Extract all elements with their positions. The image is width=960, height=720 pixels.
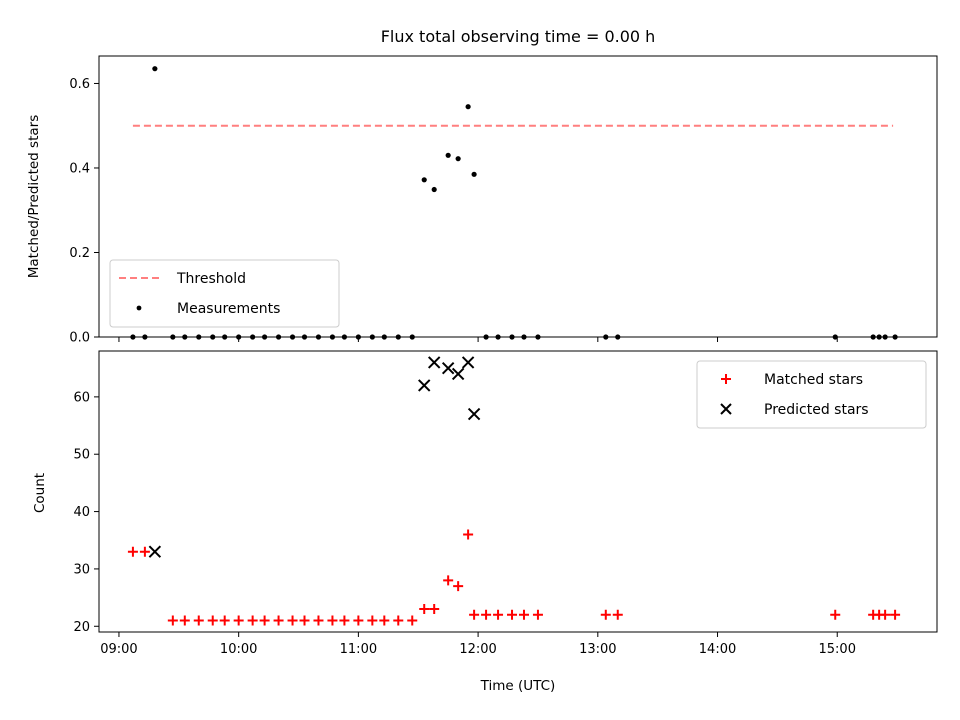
y-tick-label: 60 bbox=[73, 390, 90, 405]
matched-star-point bbox=[287, 615, 298, 626]
matched-star-point bbox=[507, 609, 518, 620]
bottom-legend: Matched stars Predicted stars bbox=[696, 360, 927, 429]
matched-star-point bbox=[379, 615, 390, 626]
matched-star-point bbox=[179, 615, 190, 626]
matched-star-point bbox=[299, 615, 310, 626]
matched-star-point bbox=[247, 615, 258, 626]
x-tick-label: 12:00 bbox=[459, 642, 496, 657]
legend-dot-swatch bbox=[136, 305, 142, 311]
matched-star-point bbox=[219, 615, 230, 626]
y-tick-label: 0.2 bbox=[69, 246, 90, 261]
x-tick-label: 15:00 bbox=[819, 642, 856, 657]
matched-star-point bbox=[453, 581, 464, 592]
measurement-point bbox=[431, 186, 437, 193]
legend-entry-label: Threshold bbox=[176, 271, 246, 287]
y-tick-label: 30 bbox=[73, 562, 90, 577]
bottom-axes-frame bbox=[98, 350, 938, 633]
matched-star-point bbox=[127, 546, 138, 557]
matched-star-point bbox=[469, 609, 480, 620]
legend-entry-label: Predicted stars bbox=[764, 402, 869, 418]
matched-star-point bbox=[193, 615, 204, 626]
matched-star-point bbox=[393, 615, 404, 626]
legend-entry-label: Measurements bbox=[177, 301, 280, 317]
matched-star-point bbox=[612, 609, 623, 620]
chart-title: Flux total observing time = 0.00 h bbox=[381, 27, 656, 46]
measurement-point bbox=[152, 66, 158, 72]
matched-star-point bbox=[327, 615, 338, 626]
bottom-panel: 20 30 40 50 60 09:00 10:00 11:00 12:00 13:00 14:0… bbox=[32, 350, 938, 694]
measurement-point bbox=[421, 177, 427, 183]
x-axis-label: Time (UTC) bbox=[480, 678, 556, 694]
y-tick-label: 40 bbox=[73, 505, 90, 520]
bottom-plot-marks bbox=[127, 356, 901, 626]
matched-star-point bbox=[419, 604, 430, 615]
measurement-point bbox=[445, 152, 451, 158]
x-tick-label: 13:00 bbox=[579, 642, 616, 657]
top-x-ticks bbox=[118, 337, 838, 342]
predicted-star-point bbox=[148, 545, 162, 558]
matched-star-point bbox=[207, 615, 218, 626]
matched-star-point bbox=[830, 609, 841, 620]
predicted-star-point bbox=[461, 356, 475, 369]
matched-star-point bbox=[233, 615, 244, 626]
matched-star-point bbox=[518, 609, 529, 620]
y-tick-label: 0.4 bbox=[69, 161, 90, 176]
matched-star-point bbox=[443, 575, 454, 586]
matched-star-point bbox=[493, 609, 504, 620]
measurement-point bbox=[455, 156, 461, 162]
matched-star-point bbox=[273, 615, 284, 626]
matched-star-point bbox=[167, 615, 178, 626]
matched-star-point bbox=[880, 609, 891, 620]
legend-box bbox=[696, 360, 927, 429]
x-tick-label: 10:00 bbox=[220, 642, 257, 657]
predicted-star-point bbox=[418, 379, 431, 392]
bottom-x-ticks: 09:00 10:00 11:00 12:00 13:00 14:00 15:00 bbox=[100, 632, 856, 657]
matched-star-point bbox=[532, 609, 543, 620]
predicted-star-point bbox=[441, 361, 455, 375]
y-tick-label: 0.6 bbox=[69, 77, 90, 92]
legend-box bbox=[109, 259, 340, 328]
bottom-y-ticks: 20 30 40 50 60 bbox=[73, 390, 99, 635]
top-axes-frame bbox=[98, 55, 938, 338]
legend-plus-swatch bbox=[721, 374, 731, 384]
top-panel: 0.0 0.2 0.4 0.6 Matched/Predicted stars Thr… bbox=[26, 55, 938, 346]
top-y-ticks: 0.0 0.2 0.4 0.6 bbox=[69, 77, 99, 346]
matched-star-point bbox=[429, 604, 440, 615]
matched-star-point bbox=[463, 529, 474, 540]
matched-star-point bbox=[259, 615, 270, 626]
predicted-star-point bbox=[467, 407, 481, 421]
matched-star-point bbox=[339, 615, 350, 626]
matched-star-point bbox=[481, 609, 492, 620]
x-tick-label: 14:00 bbox=[699, 642, 736, 657]
predicted-star-point bbox=[451, 367, 465, 381]
matched-star-point bbox=[139, 546, 150, 557]
measurement-point bbox=[465, 104, 471, 110]
matched-star-point bbox=[407, 615, 418, 626]
matched-star-point bbox=[367, 615, 378, 626]
bottom-y-axis-label: Count bbox=[32, 473, 48, 513]
legend-entry-label: Matched stars bbox=[764, 372, 863, 388]
predicted-star-point bbox=[427, 356, 441, 369]
top-legend: Threshold Measurements bbox=[109, 259, 340, 328]
y-tick-label: 0.0 bbox=[69, 331, 90, 346]
matched-star-point bbox=[353, 615, 364, 626]
y-tick-label: 20 bbox=[73, 620, 90, 635]
x-tick-label: 11:00 bbox=[340, 642, 377, 657]
x-tick-label: 09:00 bbox=[100, 642, 137, 657]
matched-star-point bbox=[313, 615, 324, 626]
matched-star-point bbox=[600, 609, 611, 620]
y-tick-label: 50 bbox=[73, 448, 90, 463]
matched-star-point bbox=[890, 609, 901, 620]
measurement-point bbox=[471, 171, 477, 177]
legend-x-swatch bbox=[720, 403, 732, 415]
top-y-axis-label: Matched/Predicted stars bbox=[26, 115, 42, 278]
